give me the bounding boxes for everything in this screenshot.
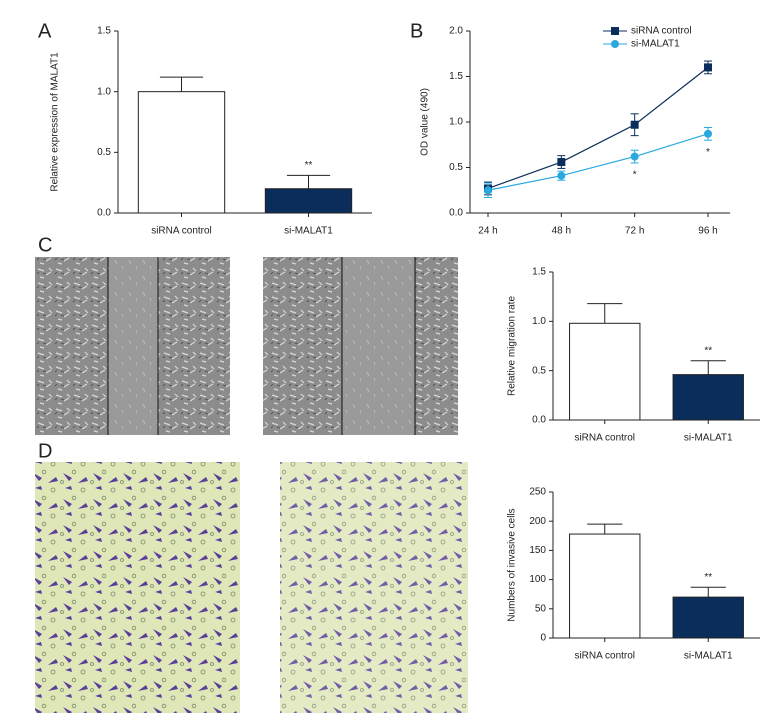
- y-axis-label: Relative expression of MALAT1: [50, 52, 61, 192]
- y-tick-label: 1.5: [97, 26, 111, 37]
- significance: **: [704, 572, 712, 583]
- series-line: [487, 133, 709, 191]
- legend-marker: [611, 40, 619, 48]
- x-tick-label: si-MALAT1: [684, 433, 733, 444]
- marker: [484, 186, 492, 195]
- y-tick-label: 0.0: [449, 208, 463, 219]
- invasion-images: [35, 462, 468, 713]
- y-tick-label: 150: [529, 545, 546, 556]
- image: [35, 462, 240, 713]
- significance: *: [706, 147, 710, 158]
- image: [108, 257, 158, 435]
- y-tick-label: 1.5: [532, 267, 546, 278]
- y-axis-label: Relative migration rate: [507, 296, 518, 396]
- migration-images: [35, 257, 458, 435]
- panel-label: A: [38, 20, 52, 42]
- series-line: [487, 66, 709, 189]
- marker: [557, 158, 566, 167]
- bar: [137, 91, 226, 214]
- y-tick-label: 0: [540, 633, 546, 644]
- significance: **: [704, 345, 712, 356]
- bar: [569, 322, 641, 421]
- marker: [630, 152, 639, 161]
- bar: [569, 533, 641, 639]
- x-tick-label: si-MALAT1: [684, 651, 733, 662]
- x-tick-label: 48 h: [552, 226, 571, 237]
- marker: [557, 171, 566, 180]
- y-tick-label: 1.5: [449, 71, 463, 82]
- panel-label: C: [38, 234, 52, 256]
- x-tick-label: siRNA control: [574, 651, 635, 662]
- y-tick-label: 100: [529, 574, 546, 585]
- legend-label: si-MALAT1: [631, 39, 680, 50]
- y-tick-label: 50: [535, 603, 547, 614]
- y-axis-label: OD value (490): [420, 88, 431, 156]
- image: [280, 462, 468, 713]
- significance: **: [305, 160, 313, 171]
- y-tick-label: 1.0: [532, 316, 546, 327]
- legend-label: siRNA control: [631, 26, 692, 37]
- panel-label: D: [38, 440, 52, 462]
- bar: [672, 596, 744, 639]
- image: [342, 257, 415, 435]
- x-tick-label: 96 h: [698, 226, 717, 237]
- x-tick-label: si-MALAT1: [284, 226, 333, 237]
- y-axis-label: Numbers of invasive cells: [507, 508, 518, 621]
- y-tick-label: 1.0: [449, 117, 463, 128]
- panel-label: B: [410, 20, 423, 42]
- y-tick-label: 0.0: [97, 208, 111, 219]
- marker: [630, 120, 639, 129]
- x-tick-label: siRNA control: [574, 433, 635, 444]
- y-tick-label: 0.5: [449, 162, 463, 173]
- y-tick-label: 1.0: [97, 86, 111, 97]
- significance: *: [633, 170, 637, 181]
- y-tick-label: 2.0: [449, 26, 463, 37]
- marker: [704, 63, 712, 72]
- y-tick-label: 200: [529, 516, 546, 527]
- x-tick-label: 24 h: [478, 226, 497, 237]
- y-tick-label: 0.0: [532, 415, 546, 426]
- legend-marker: [611, 27, 619, 35]
- x-tick-label: siRNA control: [151, 226, 212, 237]
- y-tick-label: 250: [529, 487, 546, 498]
- x-tick-label: 72 h: [625, 226, 644, 237]
- y-tick-label: 0.5: [97, 147, 111, 158]
- y-tick-label: 0.5: [532, 365, 546, 376]
- marker: [704, 129, 712, 138]
- bar: [264, 188, 353, 214]
- bar: [672, 374, 744, 421]
